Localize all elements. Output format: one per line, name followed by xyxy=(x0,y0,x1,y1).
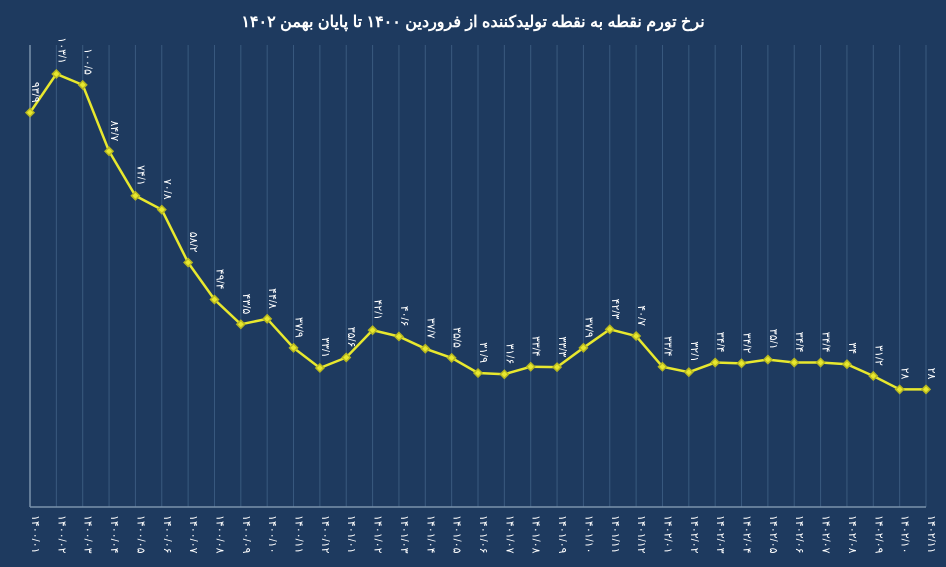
series-point xyxy=(79,81,87,89)
x-axis-label: ۱۴۰۱/۱۱ xyxy=(609,515,621,554)
value-label: ۳۴/۴ xyxy=(714,332,726,353)
value-label: ۴۰/۷ xyxy=(635,305,647,326)
value-label: ۳۱/۲ xyxy=(872,345,884,366)
series-point xyxy=(738,359,746,367)
chart-title: نرخ تورم نقطه به نقطه تولیدکننده از فرور… xyxy=(0,12,946,32)
value-label: ۳۵/۶ xyxy=(345,327,357,348)
series-point xyxy=(527,363,535,371)
x-axis-label: ۱۴۰۰/۰۱ xyxy=(29,515,41,554)
series-point xyxy=(922,385,930,393)
value-label: ۸۴/۷ xyxy=(108,120,120,141)
value-label: ۱۰۰/۵ xyxy=(82,48,94,75)
x-axis-label: ۱۴۰۲/۰۱ xyxy=(661,515,673,554)
value-label: ۳۷/۹ xyxy=(293,317,305,338)
value-label: ۳۵/۱ xyxy=(767,329,779,350)
value-label: ۴۴/۸ xyxy=(266,288,278,309)
value-label: ۳۱/۹ xyxy=(477,342,489,363)
value-label: ۲۸ xyxy=(899,368,911,380)
value-label: ۳۷/۹ xyxy=(582,317,594,338)
x-axis-label: ۱۴۰۱/۰۷ xyxy=(503,515,515,554)
series-point xyxy=(685,368,693,376)
x-axis-label: ۱۴۰۰/۰۳ xyxy=(82,515,94,554)
chart-plot: ۹۳/۹۱۰۳/۱۱۰۰/۵۸۴/۷۷۴/۱۷۰/۸۵۸/۲۴۹/۴۴۳/۵۴۴… xyxy=(30,45,926,507)
value-label: ۳۴ xyxy=(846,342,858,354)
value-label: ۴۰/۶ xyxy=(398,306,410,327)
series-point xyxy=(790,359,798,367)
value-label: ۳۷/۷ xyxy=(424,318,436,339)
x-axis-label: ۱۴۰۲/۱۰ xyxy=(899,515,911,554)
value-label: ۷۴/۱ xyxy=(134,165,146,186)
chart-container: نرخ تورم نقطه به نقطه تولیدکننده از فرور… xyxy=(0,0,946,567)
value-label: ۴۳/۵ xyxy=(240,294,252,315)
x-axis-label: ۱۴۰۱/۰۶ xyxy=(477,515,489,554)
value-label: ۳۳/۴ xyxy=(661,336,673,357)
x-axis-label: ۱۴۰۱/۱۰ xyxy=(582,515,594,554)
value-label: ۴۲/۱ xyxy=(372,299,384,320)
chart-svg: ۹۳/۹۱۰۳/۱۱۰۰/۵۸۴/۷۷۴/۱۷۰/۸۵۸/۲۴۹/۴۴۳/۵۴۴… xyxy=(30,45,926,507)
x-axis-label: ۱۴۰۲/۰۳ xyxy=(714,515,726,554)
x-axis-label: ۱۴۰۲/۰۹ xyxy=(872,515,884,554)
series-point xyxy=(817,359,825,367)
value-label: ۳۲/۱ xyxy=(688,341,700,362)
value-label: ۳۳/۱ xyxy=(319,337,331,358)
value-label: ۳۴/۴ xyxy=(820,332,832,353)
x-axis-label: ۱۴۰۰/۰۷ xyxy=(187,515,199,554)
x-axis-label: ۱۴۰۲/۱۱ xyxy=(925,515,937,554)
x-axis-label: ۱۴۰۰/۰۵ xyxy=(134,515,146,554)
x-axis-label: ۱۴۰۲/۰۸ xyxy=(846,515,858,554)
value-label: ۵۸/۲ xyxy=(187,232,199,253)
value-label: ۳۴/۲ xyxy=(741,333,753,354)
value-label: ۷۰/۸ xyxy=(161,179,173,200)
x-axis-label: ۱۴۰۲/۰۴ xyxy=(741,515,753,554)
value-label: ۱۰۳/۱ xyxy=(55,37,67,64)
x-axis-label: ۱۴۰۱/۰۲ xyxy=(372,515,384,554)
series-point xyxy=(764,356,772,364)
value-label: ۳۴/۴ xyxy=(793,332,805,353)
x-axis-label: ۱۴۰۲/۰۷ xyxy=(820,515,832,554)
value-label: ۹۳/۹ xyxy=(29,82,41,103)
x-axis-label: ۱۴۰۲/۰۲ xyxy=(688,515,700,554)
x-axis-label: ۱۴۰۰/۰۴ xyxy=(108,515,120,554)
x-axis-label: ۱۴۰۲/۰۶ xyxy=(793,515,805,554)
x-axis-label: ۱۴۰۱/۰۸ xyxy=(530,515,542,554)
value-label: ۳۱/۶ xyxy=(503,343,515,364)
value-label: ۳۳/۴ xyxy=(530,336,542,357)
x-axis-label: ۱۴۰۰/۰۹ xyxy=(240,515,252,554)
x-axis-label: ۱۴۰۱/۰۵ xyxy=(451,515,463,554)
x-axis-label: ۱۴۰۱/۰۴ xyxy=(424,515,436,554)
x-axis-label: ۱۴۰۱/۰۹ xyxy=(556,515,568,554)
series-point xyxy=(711,359,719,367)
x-axis-label: ۱۴۰۰/۰۲ xyxy=(55,515,67,554)
value-label: ۴۲/۳ xyxy=(609,299,621,320)
series-point xyxy=(500,370,508,378)
series-point xyxy=(421,345,429,353)
x-axis-label: ۱۴۰۱/۱۲ xyxy=(635,515,647,554)
value-label: ۳۵/۵ xyxy=(451,327,463,348)
value-label: ۳۳/۳ xyxy=(556,336,568,357)
x-axis-label: ۱۴۰۰/۰۸ xyxy=(213,515,225,554)
series-point xyxy=(843,360,851,368)
value-label: ۴۹/۴ xyxy=(213,269,225,290)
value-label: ۲۸ xyxy=(925,368,937,380)
series-point xyxy=(395,332,403,340)
x-axis-label: ۱۴۰۱/۰۳ xyxy=(398,515,410,554)
x-axis-label: ۱۴۰۰/۱۲ xyxy=(319,515,331,554)
x-axis-label: ۱۴۰۲/۰۵ xyxy=(767,515,779,554)
x-axis-label: ۱۴۰۰/۱۰ xyxy=(266,515,278,554)
x-axis-label: ۱۴۰۱/۰۱ xyxy=(345,515,357,554)
x-axis-label: ۱۴۰۰/۱۱ xyxy=(293,515,305,554)
x-axis-label: ۱۴۰۰/۰۶ xyxy=(161,515,173,554)
